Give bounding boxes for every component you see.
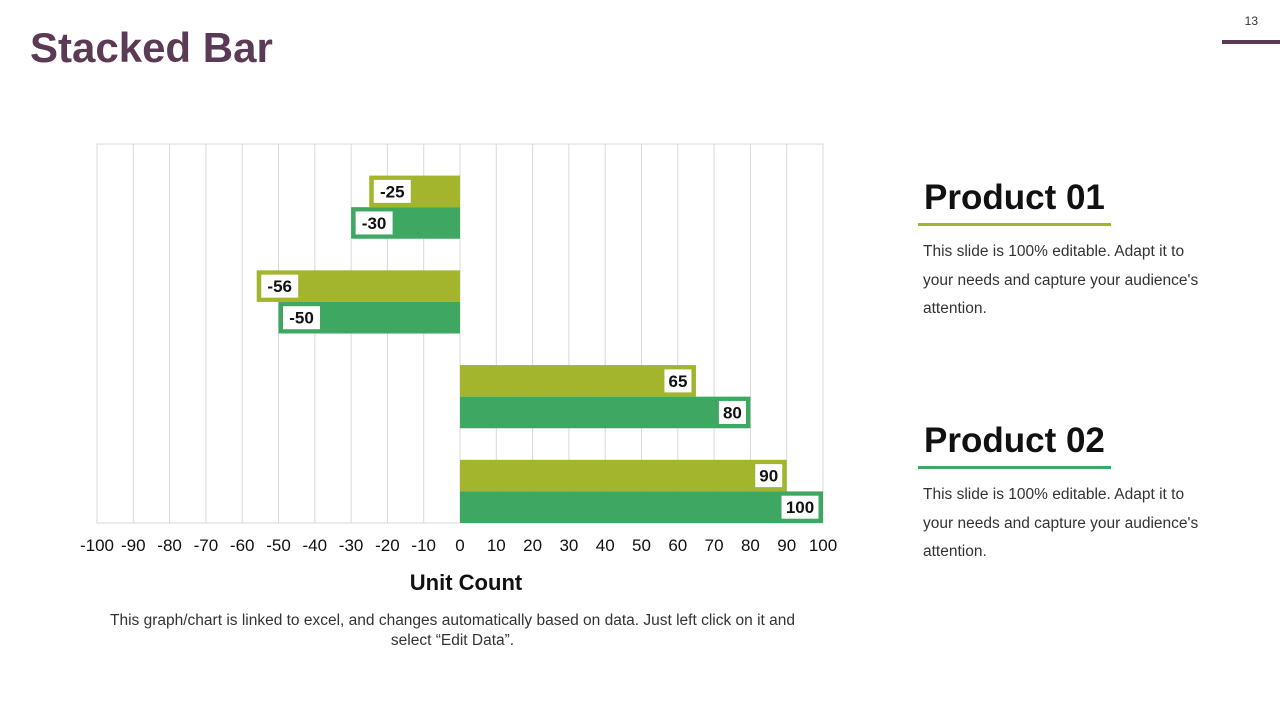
data-label: 100	[786, 498, 814, 517]
chart-bars	[256, 175, 823, 523]
x-tick-label: 60	[668, 536, 687, 555]
data-label: 65	[668, 372, 687, 391]
x-tick-label: -20	[375, 536, 400, 555]
data-label-box	[752, 461, 786, 491]
data-label-box	[258, 271, 302, 301]
x-tick-label: 70	[705, 536, 724, 555]
data-label-box	[280, 303, 323, 333]
chart-data-labels: 90 100 65 80 -56 -50 -25 -30	[258, 176, 822, 522]
product-01-heading: Product 01	[918, 176, 1111, 226]
x-axis-title: Unit Count	[410, 570, 523, 595]
data-label-box	[778, 492, 822, 522]
x-tick-label: -80	[157, 536, 182, 555]
data-label-box	[661, 366, 695, 396]
x-tick-label: 40	[596, 536, 615, 555]
x-tick-label: -50	[266, 536, 291, 555]
slide-title: Stacked Bar	[30, 24, 273, 71]
page-number: 13	[1244, 14, 1258, 28]
data-label-box	[370, 176, 414, 206]
x-tick-label: 30	[559, 536, 578, 555]
x-tick-label: -70	[194, 536, 219, 555]
data-label: 80	[723, 403, 742, 422]
x-axis-tick-labels: -100 -90 -80 -70 -60 -50 -40 -30 -20 -10 0 10 20 30 40…	[80, 536, 837, 555]
data-label: -30	[362, 214, 387, 233]
bar-product-01-cat-1	[460, 459, 787, 492]
product-02-description: This slide is 100% editable. Adapt it to…	[923, 486, 1199, 560]
x-tick-label: -90	[121, 536, 146, 555]
product-01-block: Product 01 This slide is 100% editable. …	[918, 176, 1218, 324]
x-tick-label: 0	[455, 536, 464, 555]
x-tick-label: -30	[339, 536, 364, 555]
x-tick-label: 100	[809, 536, 837, 555]
bar-product-01-cat-2	[460, 365, 696, 397]
data-label: 90	[759, 467, 778, 486]
x-tick-label: 80	[741, 536, 760, 555]
data-label: -25	[380, 182, 405, 201]
x-tick-label: 50	[632, 536, 651, 555]
x-tick-label: -60	[230, 536, 255, 555]
x-tick-label: -10	[411, 536, 436, 555]
x-tick-label: -40	[303, 536, 328, 555]
data-label: -56	[267, 277, 292, 296]
x-tick-label: 90	[777, 536, 796, 555]
x-tick-label: -100	[80, 536, 114, 555]
data-label-box	[715, 397, 749, 427]
product-02-heading: Product 02	[918, 419, 1111, 469]
bar-product-02-cat-1	[460, 491, 823, 523]
chart-edit-note: This graph/chart is linked to excel, and…	[110, 612, 795, 649]
data-label: -50	[289, 309, 314, 328]
page-number-rule	[1222, 40, 1280, 44]
x-tick-label: 10	[487, 536, 506, 555]
product-02-block: Product 02 This slide is 100% editable. …	[918, 419, 1218, 567]
x-tick-label: 20	[523, 536, 542, 555]
bar-product-02-cat-2	[460, 396, 751, 429]
data-label-box	[352, 208, 396, 238]
product-01-description: This slide is 100% editable. Adapt it to…	[923, 243, 1199, 317]
